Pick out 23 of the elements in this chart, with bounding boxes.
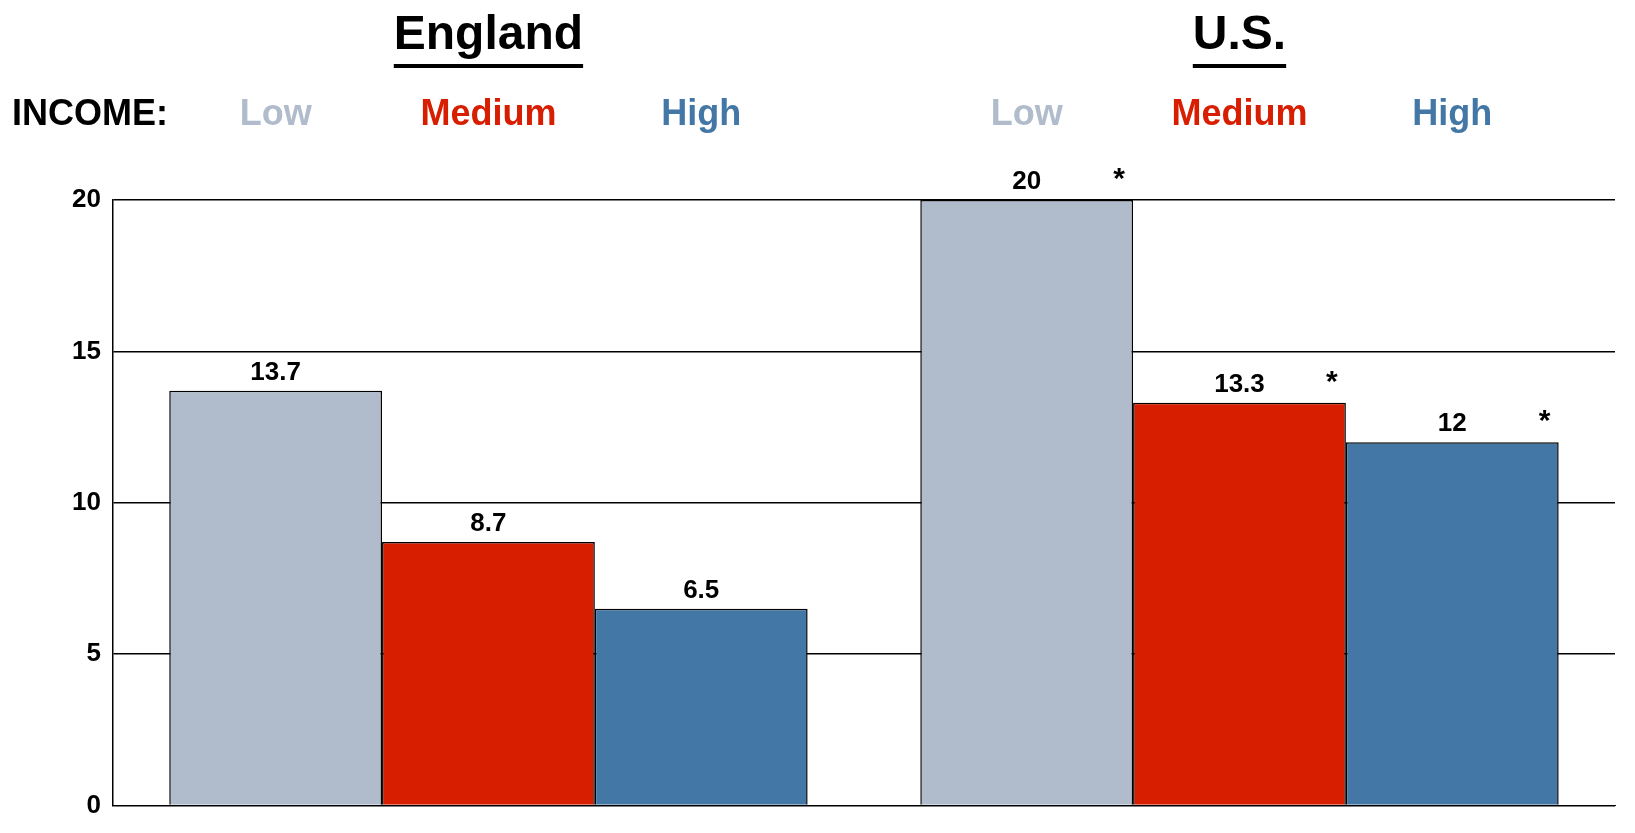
data-label: 8.7: [470, 507, 507, 538]
y-tick-label: 0: [86, 788, 101, 819]
x-tick-label: U.S.: [1192, 6, 1287, 60]
x-tick-label: England: [393, 6, 584, 60]
annotation: *: [1538, 403, 1551, 437]
legend-title: INCOME:: [12, 91, 168, 133]
data-label: 13.7: [250, 355, 301, 386]
text: Low: [239, 91, 312, 133]
data-label: 20: [1012, 165, 1042, 196]
text: High: [1412, 91, 1493, 133]
data-label: 6.5: [683, 573, 720, 604]
text: *: [1113, 161, 1126, 195]
text: High: [661, 91, 742, 133]
data-label: 13.3: [1214, 367, 1265, 398]
y-tick-label: 15: [72, 334, 101, 365]
data-label: 12: [1437, 407, 1467, 438]
text: Medium: [1171, 91, 1308, 133]
annotation: *: [1326, 364, 1339, 398]
y-tick-label: 10: [72, 485, 101, 516]
series-label: Low: [990, 91, 1064, 133]
text: Medium: [420, 91, 557, 133]
y-tick-label: 20: [72, 183, 101, 214]
y-tick-label: 5: [86, 637, 101, 668]
